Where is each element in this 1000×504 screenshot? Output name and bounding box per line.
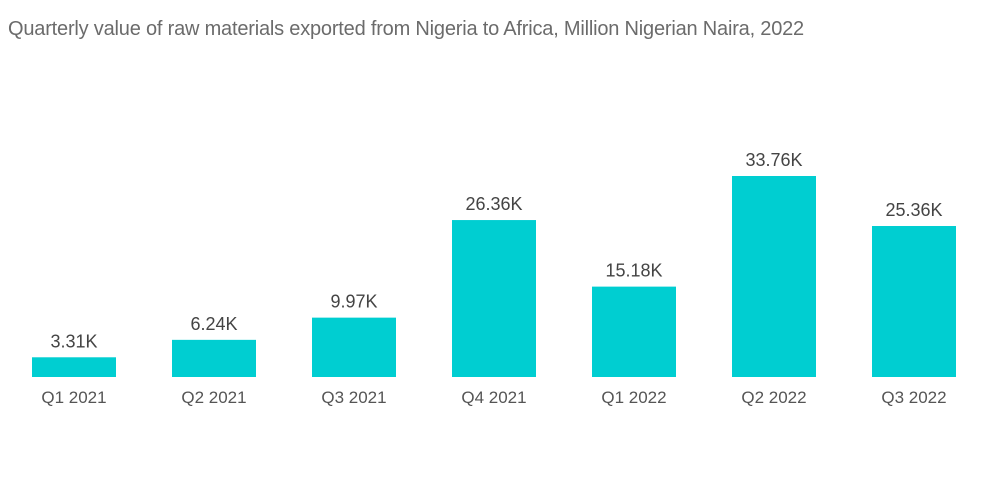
bar-q1-2022 (592, 286, 676, 377)
x-tick-label: Q2 2022 (741, 388, 806, 407)
data-label: 6.24K (190, 314, 237, 334)
data-label: 26.36K (465, 194, 522, 214)
x-tick-label: Q3 2022 (881, 388, 946, 407)
bar-q2-2022 (732, 176, 816, 377)
bar-q3-2021 (312, 317, 396, 377)
data-label: 3.31K (50, 331, 97, 351)
data-label: 15.18K (605, 261, 662, 281)
x-tick-label: Q1 2021 (41, 388, 106, 407)
bar-q3-2022 (872, 226, 956, 377)
x-tick-label: Q2 2021 (181, 388, 246, 407)
x-tick-label: Q3 2021 (321, 388, 386, 407)
bar-q1-2021 (32, 357, 116, 377)
x-tick-label: Q1 2022 (601, 388, 666, 407)
bar-q2-2021 (172, 339, 256, 377)
data-label: 9.97K (330, 292, 377, 312)
data-label: 25.36K (885, 200, 942, 220)
data-label: 33.76K (745, 150, 802, 170)
bar-q4-2021 (452, 220, 536, 377)
x-tick-label: Q4 2021 (461, 388, 526, 407)
chart-title: Quarterly value of raw materials exporte… (8, 18, 804, 40)
